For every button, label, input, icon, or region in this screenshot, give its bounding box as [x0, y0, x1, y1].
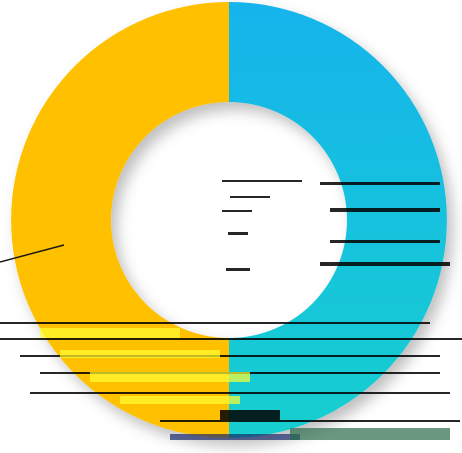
artifact-band-22	[220, 410, 280, 420]
artifact-band-19	[120, 396, 240, 404]
leader-line	[0, 244, 65, 263]
donut-slice-1	[229, 2, 447, 438]
artifact-band-7	[330, 240, 440, 243]
render-artifacts	[0, 180, 462, 440]
artifact-band-2	[320, 182, 440, 185]
artifact-band-14	[30, 392, 450, 394]
artifact-band-21	[290, 428, 450, 440]
artifact-band-17	[60, 350, 220, 358]
artifact-band-16	[40, 328, 180, 338]
artifact-band-4	[222, 210, 252, 212]
artifact-band-10	[0, 322, 430, 324]
artifact-band-20	[170, 434, 300, 440]
artifact-band-15	[160, 420, 460, 422]
artifact-band-6	[228, 232, 248, 235]
artifact-band-5	[330, 208, 440, 212]
artifact-band-12	[20, 355, 440, 357]
artifact-band-3	[230, 196, 270, 198]
artifact-band-8	[226, 268, 250, 271]
artifact-band-1	[222, 180, 302, 182]
artifact-band-18	[90, 372, 250, 382]
artifact-band-9	[320, 262, 450, 266]
artifact-band-11	[0, 338, 462, 340]
